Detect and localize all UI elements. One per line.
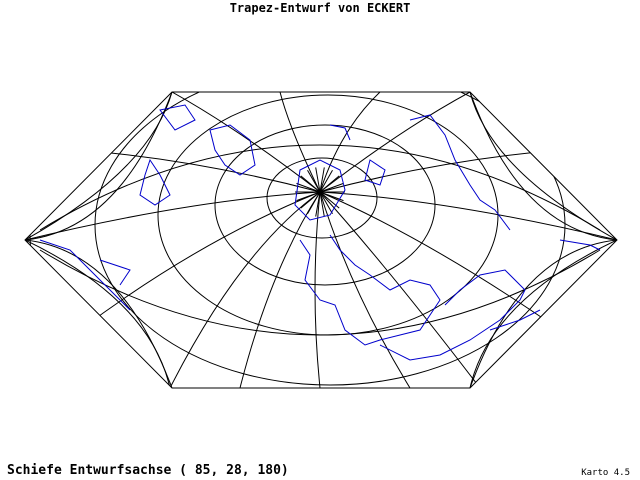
projection-caption: Schiefe Entwurfsachse ( 85, 28, 180) bbox=[7, 463, 289, 478]
version-label: Karto 4.5 bbox=[581, 468, 630, 478]
graticule bbox=[25, 92, 617, 388]
title: Trapez-Entwurf von ECKERT bbox=[230, 1, 411, 15]
map-outline bbox=[24, 91, 618, 389]
coastlines bbox=[39, 104, 601, 361]
